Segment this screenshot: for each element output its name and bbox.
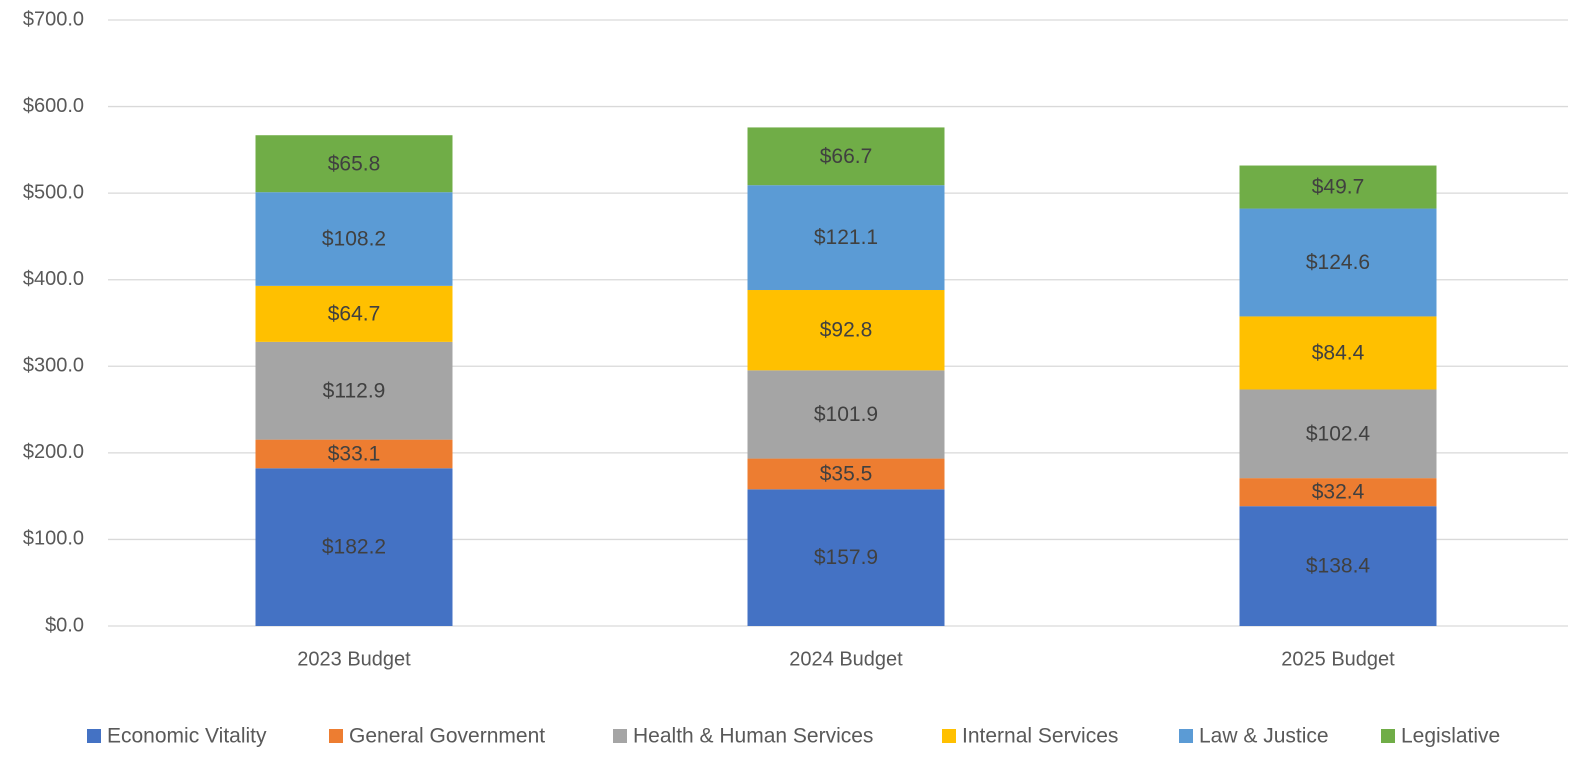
bar-segment bbox=[255, 439, 453, 469]
legend-swatch bbox=[942, 729, 956, 743]
data-label: $108.2 bbox=[322, 228, 386, 251]
bar-segment bbox=[1239, 165, 1437, 209]
data-label: $102.4 bbox=[1306, 422, 1371, 445]
legend-label: Economic Vitality bbox=[107, 725, 267, 748]
bar-segment bbox=[255, 135, 453, 193]
bar-segment bbox=[1239, 389, 1437, 479]
x-tick-label: 2024 Budget bbox=[789, 648, 903, 670]
y-tick-label: $300.0 bbox=[23, 355, 84, 377]
y-tick-label: $400.0 bbox=[23, 268, 84, 290]
y-tick-label: $500.0 bbox=[23, 181, 84, 203]
data-label: $124.6 bbox=[1306, 251, 1370, 274]
bar-segment bbox=[1239, 506, 1437, 626]
legend-label: Law & Justice bbox=[1199, 725, 1329, 748]
bar-segment bbox=[255, 341, 453, 440]
legend-label: Health & Human Services bbox=[633, 725, 873, 748]
legend-label: Internal Services bbox=[962, 725, 1118, 748]
y-tick-label: $200.0 bbox=[23, 441, 84, 463]
y-tick-label: $700.0 bbox=[23, 8, 84, 30]
bar-segment bbox=[1239, 478, 1437, 507]
bar-segment bbox=[747, 185, 945, 291]
bar-segment bbox=[255, 468, 453, 626]
legend-label: Legislative bbox=[1401, 725, 1500, 748]
legend-swatch bbox=[329, 729, 343, 743]
x-tick-label: 2025 Budget bbox=[1281, 648, 1395, 670]
bar-segment bbox=[747, 290, 945, 371]
data-label: $35.5 bbox=[820, 462, 873, 485]
y-tick-label: $100.0 bbox=[23, 528, 84, 550]
data-label: $182.2 bbox=[322, 536, 386, 559]
data-label: $49.7 bbox=[1312, 176, 1365, 199]
data-label: $84.4 bbox=[1312, 342, 1365, 365]
legend-swatch bbox=[1381, 729, 1395, 743]
data-label: $121.1 bbox=[814, 226, 878, 249]
legend-swatch bbox=[87, 729, 101, 743]
y-tick-label: $0.0 bbox=[45, 614, 84, 636]
bar-segment bbox=[747, 489, 945, 626]
bar-segment bbox=[255, 192, 453, 286]
y-tick-label: $600.0 bbox=[23, 95, 84, 117]
data-label: $92.8 bbox=[820, 319, 873, 342]
legend-swatch bbox=[613, 729, 627, 743]
legend-swatch bbox=[1179, 729, 1193, 743]
bar-segment bbox=[255, 285, 453, 342]
legend-label: General Government bbox=[349, 725, 545, 748]
bar-segment bbox=[1239, 208, 1437, 317]
data-label: $64.7 bbox=[328, 302, 381, 325]
data-label: $33.1 bbox=[328, 442, 381, 465]
bar-segment bbox=[1239, 316, 1437, 390]
data-label: $157.9 bbox=[814, 546, 878, 569]
data-label: $112.9 bbox=[323, 379, 386, 402]
data-label: $138.4 bbox=[1306, 555, 1371, 578]
data-label: $65.8 bbox=[328, 152, 381, 175]
x-tick-label: 2023 Budget bbox=[297, 648, 411, 670]
data-label: $66.7 bbox=[820, 145, 873, 168]
data-label: $32.4 bbox=[1312, 481, 1365, 504]
bar-segment bbox=[747, 458, 945, 490]
bar-segment bbox=[747, 127, 945, 186]
data-label: $101.9 bbox=[814, 403, 878, 426]
bar-segment bbox=[747, 370, 945, 459]
